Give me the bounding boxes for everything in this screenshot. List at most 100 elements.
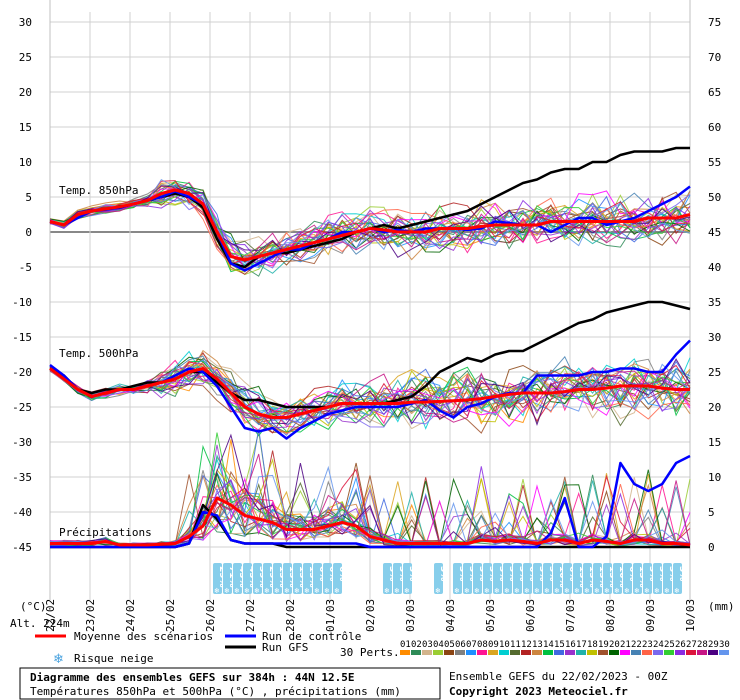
pert-23-t850 (49, 185, 691, 266)
snowflake-icon: ❄ (394, 587, 400, 595)
snow-pct-group2-1: 3% (397, 566, 407, 581)
pert-legend-swatch-24 (653, 650, 663, 655)
pert-legend-num-25: 25 (664, 640, 675, 650)
snowflake-icon: ❄ (435, 587, 441, 595)
x-label-12: 06/03 (524, 599, 537, 632)
snow-pct-group4-10: 10% (557, 566, 567, 588)
chart-title: Diagramme des ensembles GEFS sur 384h : … (30, 671, 355, 684)
series-0-t850 (49, 188, 691, 262)
snowflake-icon: ❄ (624, 587, 630, 595)
pert-legend-num-26: 26 (675, 640, 686, 650)
pert-legend-swatch-30 (719, 650, 729, 655)
snowflake-icon: ❄ (554, 587, 560, 595)
snow-pct-group4-22: 3% (677, 566, 687, 581)
pert-legend-swatch-26 (675, 650, 685, 655)
snow-pct-group1-7: 13% (287, 566, 297, 588)
pert-24-t500 (49, 369, 691, 428)
left-tick-13: -35 (12, 471, 32, 484)
snowflake-icon: ❄ (504, 587, 510, 595)
left-tick-3: 15 (19, 121, 32, 134)
snow-box-group1-12 (333, 563, 342, 594)
snow-pct-group1-0: 29% (217, 566, 227, 588)
pert-legend-num-09: 09 (488, 640, 499, 650)
snow-box-group4-16 (613, 563, 622, 594)
snowflake-icon: ❄ (254, 587, 260, 595)
pert-legend-swatch-07 (466, 650, 476, 655)
pert-legend-num-29: 29 (708, 640, 719, 650)
snowflake-icon: ❄ (634, 587, 640, 595)
snow-box-group1-4 (253, 563, 262, 594)
pert-legend-num-30: 30 (719, 640, 730, 650)
snow-pct-group4-15: 13% (607, 566, 617, 588)
snow-pct-group1-3: 45% (247, 566, 257, 588)
snowflake-icon: ❄ (494, 587, 500, 595)
main-series-lines (49, 146, 691, 549)
pert-legend-num-06: 06 (455, 640, 466, 650)
snow-pct-group4-12: 13% (577, 566, 587, 588)
pert-legend-num-03: 03 (422, 640, 433, 650)
snow-box-group4-1 (463, 563, 472, 594)
pert-legend-swatch-15 (554, 650, 564, 655)
snow-pct-group3-0: 3% (438, 566, 448, 581)
snowflake-icon: ❄ (274, 587, 280, 595)
snow-box-group2-0 (383, 563, 392, 594)
pert-legend-swatch-02 (411, 650, 421, 655)
right-tick-15: 0 (708, 541, 715, 554)
snow-pct-group1-4: 39% (257, 566, 267, 588)
pert-legend-swatch-18 (587, 650, 597, 655)
pert-legend-swatch-22 (631, 650, 641, 655)
snow-box-group4-21 (663, 563, 672, 594)
snow-pct-group4-4: 3% (497, 566, 507, 581)
left-tick-6: 0 (25, 226, 32, 239)
pert-legend-swatch-16 (565, 650, 575, 655)
pert-legend-swatch-23 (642, 650, 652, 655)
pert-legend-num-20: 20 (609, 640, 620, 650)
x-label-8: 02/03 (364, 599, 377, 632)
snow-box-group1-9 (303, 563, 312, 594)
pert-legend-num-14: 14 (543, 640, 554, 650)
pert-legend-swatch-06 (455, 650, 465, 655)
right-tick-3: 60 (708, 121, 721, 134)
pert-legend-swatch-09 (488, 650, 498, 655)
x-label-15: 09/03 (644, 599, 657, 632)
left-tick-8: -10 (12, 296, 32, 309)
snow-box-group4-6 (513, 563, 522, 594)
snowflake-icon: ❄ (604, 587, 610, 595)
snowflake-icon: ❄ (314, 587, 320, 595)
snowflake-icon: ❄ (524, 587, 530, 595)
snowflake-icon: ❄ (664, 587, 670, 595)
pert-legend-num-27: 27 (686, 640, 697, 650)
pert-legend-num-08: 08 (477, 640, 488, 650)
pert-legend-num-18: 18 (587, 640, 598, 650)
snow-pct-group1-1: 71% (227, 566, 237, 588)
pert-legend-num-21: 21 (620, 640, 631, 650)
snowflake-icon: ❄ (564, 587, 570, 595)
copyright: Copyright 2023 Meteociel.fr (449, 685, 628, 698)
left-tick-2: 20 (19, 86, 32, 99)
pert-29-t500 (49, 358, 691, 426)
legend-control-label: Run de contrôle (262, 630, 361, 643)
pert-legend-num-17: 17 (576, 640, 587, 650)
snow-pct-group1-9: 13% (307, 566, 317, 588)
snow-pct-group4-19: 3% (647, 566, 657, 581)
snowflake-icon: ❄ (674, 587, 680, 595)
left-tick-1: 25 (19, 51, 32, 64)
legend-snow-label: Risque neige (74, 652, 153, 665)
right-tick-2: 65 (708, 86, 721, 99)
right-tick-5: 50 (708, 191, 721, 204)
pert-legend-swatch-12 (521, 650, 531, 655)
right-tick-11: 20 (708, 401, 721, 414)
snow-box-group4-20 (653, 563, 662, 594)
snow-pct-group4-17: 6% (627, 566, 637, 581)
pert-legend-num-19: 19 (598, 640, 609, 650)
snow-pct-group2-2: 3% (407, 566, 417, 581)
snow-box-group4-11 (563, 563, 572, 594)
right-tick-9: 30 (708, 331, 721, 344)
pert-legend-swatch-29 (708, 650, 718, 655)
snowflake-icon: ❄ (594, 587, 600, 595)
pert-legend-num-22: 22 (631, 640, 642, 650)
x-label-16: 10/03 (684, 599, 697, 632)
snow-pct-group1-2: 45% (237, 566, 247, 588)
left-axis-ticks: 30 25 20 15 10 5 0 -5 -10 -15 -20 -25 -30 -35 -40 -45 (12, 16, 32, 554)
pert-legend-num-15: 15 (554, 640, 565, 650)
